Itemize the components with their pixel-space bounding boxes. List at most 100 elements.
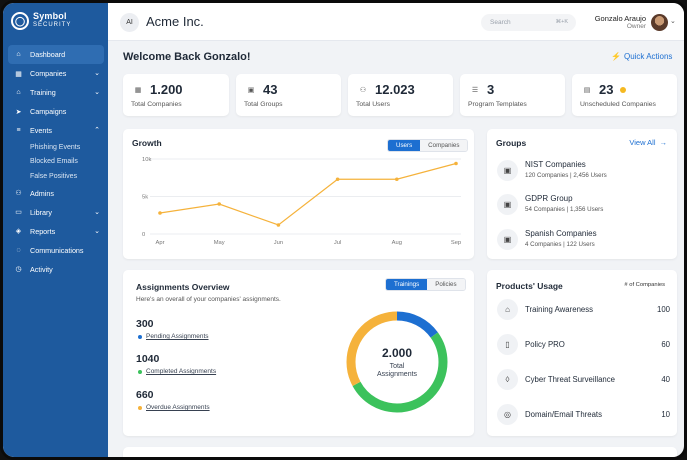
users-icon: ⚇	[15, 190, 22, 197]
y-tick-label: 0	[142, 232, 145, 238]
tab-companies[interactable]: Companies	[420, 140, 468, 151]
brand-name: Symbol	[33, 11, 67, 21]
user-name: Gonzalo Araujo	[594, 14, 646, 23]
donut-segment[interactable]	[346, 311, 448, 413]
product-row[interactable]: ▯ Policy PRO 60	[495, 331, 670, 357]
stat-card-unscheduled-companies: ▤ 23 Unscheduled Companies	[572, 74, 677, 116]
template-icon: ☰	[471, 87, 479, 94]
building-icon: ▦	[134, 87, 142, 94]
stat-card-total-users: ⚇ 12.023 Total Users	[348, 74, 453, 116]
x-tick-label: Jul	[334, 240, 341, 246]
tab-trainings[interactable]: Trainings	[386, 279, 428, 290]
view-all-link[interactable]: View All →	[629, 138, 667, 147]
graduation-icon: ⌂	[16, 89, 21, 96]
product-row[interactable]: ⌂ Training Awareness 100	[495, 296, 670, 322]
folder-icon: ▭	[15, 209, 22, 216]
brand-tagline: SECURITY	[33, 22, 72, 28]
sidebar-item-communications[interactable]: ◌ Communications	[8, 241, 104, 260]
x-tick-label: Apr	[155, 240, 164, 246]
stat-value: 23	[599, 82, 614, 97]
sidebar-item-library[interactable]: ▭ Library ⌄	[15, 207, 100, 217]
lightning-icon: ⚡	[611, 52, 621, 61]
data-point[interactable]	[158, 211, 162, 215]
completed-assignments-link[interactable]: Completed Assignments	[138, 368, 216, 375]
assignments-subtitle: Here's an overall of your companies' ass…	[136, 296, 281, 303]
top-bar: AI Acme Inc. Search ⌘+K Gonzalo Araujo Ow…	[108, 3, 684, 41]
quick-actions-button[interactable]: ⚡ Quick Actions	[611, 52, 673, 61]
clock-icon: ◷	[15, 266, 22, 273]
sidebar-item-companies[interactable]: ▦ Companies ⌄	[15, 69, 100, 78]
pending-assignments-link[interactable]: Pending Assignments	[138, 333, 209, 340]
data-point[interactable]	[335, 177, 340, 182]
sidebar-item-reports[interactable]: ◈ Reports ⌄	[15, 226, 100, 236]
search-input[interactable]: Search ⌘+K	[481, 14, 576, 31]
donut-total: 2.000	[381, 346, 413, 360]
product-row[interactable]: ◊ Cyber Threat Surveillance 40	[495, 366, 670, 392]
pending-value: 300	[136, 318, 154, 330]
warning-dot	[620, 87, 626, 93]
products-card: Products' Usage # of Companies ⌂ Training…	[487, 270, 677, 436]
data-point[interactable]	[276, 223, 281, 227]
products-column-header: # of Companies	[624, 282, 665, 288]
sidebar: ◯ Symbol SECURITY ⌂ Dashboard ▦ Companies ⌄ …	[3, 3, 108, 457]
products-title: Products' Usage	[496, 281, 563, 291]
page-title: Welcome Back Gonzalo!	[123, 51, 251, 63]
data-point[interactable]	[454, 161, 458, 166]
document-icon: ▯	[497, 334, 518, 355]
bottom-card	[123, 447, 677, 457]
donut-segment[interactable]	[346, 311, 448, 413]
group-row[interactable]: ▣ NIST Companies 120 Companies | 2,456 Use…	[495, 157, 665, 187]
sidebar-subitem-phishing-events[interactable]: Phishing Events	[30, 143, 81, 151]
chevron-down-icon: ⌄	[94, 227, 100, 235]
group-icon: ▣	[497, 229, 518, 250]
assignments-donut-chart	[346, 311, 448, 413]
tab-policies[interactable]: Policies	[427, 279, 465, 290]
overdue-assignments-link[interactable]: Overdue Assignments	[138, 404, 210, 411]
group-row[interactable]: ▣ Spanish Companies 4 Companies | 122 User…	[495, 226, 665, 256]
groups-card: Groups View All → ▣ NIST Companies 120 Comp…	[487, 129, 677, 259]
y-tick-label: 5k	[142, 195, 148, 201]
group-row[interactable]: ▣ GDPR Group 54 Companies | 1,356 Users	[495, 191, 665, 221]
chat-icon: ◌	[16, 246, 21, 254]
overdue-value: 660	[136, 389, 154, 401]
sidebar-subitem-false-positives[interactable]: False Positives	[30, 172, 78, 180]
avatar[interactable]	[651, 14, 668, 31]
completed-value: 1040	[136, 353, 160, 365]
send-icon: ➤	[15, 108, 22, 116]
graduation-icon: ⌂	[497, 299, 518, 320]
group-icon: ▣	[497, 160, 518, 181]
sidebar-item-admins[interactable]: ⚇ Admins	[15, 188, 54, 198]
x-tick-label: Jun	[274, 240, 283, 246]
tab-users[interactable]: Users	[388, 140, 421, 151]
stat-label: Unscheduled Companies	[580, 101, 656, 108]
sidebar-item-campaigns[interactable]: ➤ Campaigns	[15, 107, 67, 116]
growth-title: Growth	[132, 138, 162, 148]
stat-value: 43	[263, 82, 278, 97]
growth-toggle: Users Companies	[387, 139, 469, 152]
product-row[interactable]: ◎ Domain/Email Threats 10	[495, 401, 670, 427]
legend-dot	[138, 405, 142, 410]
chevron-down-icon[interactable]: ⌄	[670, 18, 676, 25]
shield-logo-icon: ◯	[11, 12, 29, 30]
sidebar-subitem-blocked-emails[interactable]: Blocked Emails	[30, 158, 78, 166]
sidebar-item-events[interactable]: ≡ Events ⌃	[8, 121, 104, 140]
shield-icon: ◊	[497, 369, 518, 390]
chevron-down-icon: ⌄	[94, 208, 100, 216]
data-point[interactable]	[217, 202, 221, 206]
user-role: Owner	[626, 23, 646, 30]
stat-label: Program Templates	[468, 101, 527, 108]
stat-value: 3	[487, 82, 495, 97]
stat-label: Total Users	[356, 101, 390, 108]
calendar-icon: ▤	[583, 87, 591, 94]
org-avatar[interactable]: AI	[120, 13, 139, 32]
sidebar-item-dashboard[interactable]: ⌂ Dashboard	[8, 45, 104, 64]
users-icon: ⚇	[359, 87, 367, 94]
group-icon: ▣	[497, 194, 518, 215]
data-point[interactable]	[395, 177, 399, 182]
chevron-up-icon: ⌃	[94, 127, 100, 134]
x-tick-label: May	[214, 240, 225, 246]
stat-value: 12.023	[375, 82, 415, 97]
sidebar-item-activity[interactable]: ◷ Activity	[15, 264, 53, 274]
sidebar-item-training[interactable]: ⌂ Training ⌄	[8, 83, 104, 102]
brand-logo[interactable]: ◯ Symbol SECURITY	[11, 12, 71, 30]
